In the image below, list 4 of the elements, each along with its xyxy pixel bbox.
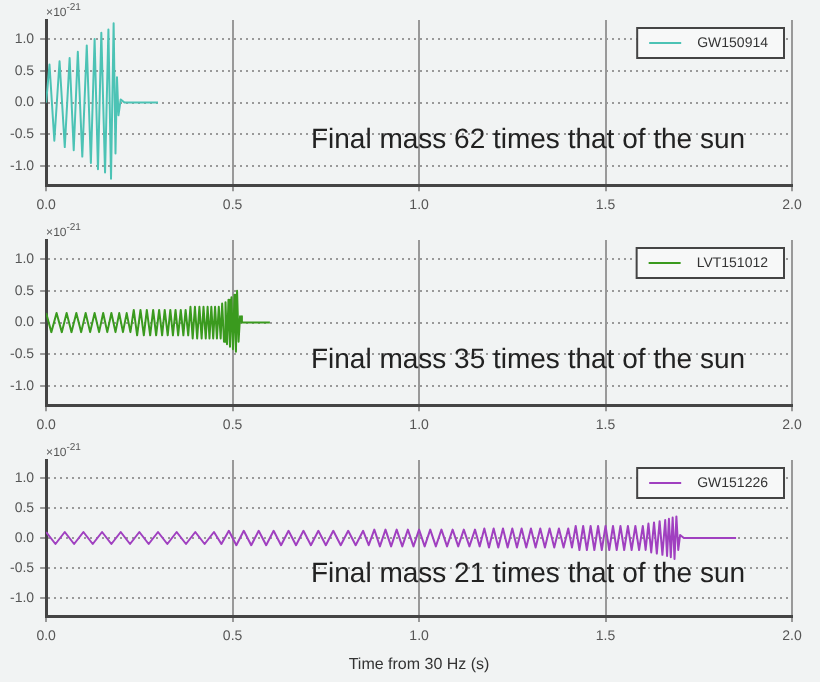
annotation: Final mass 35 times that of the sun [310, 342, 746, 375]
x-axis-title: Time from 30 Hz (s) [348, 654, 491, 673]
annotation: Final mass 62 times that of the sun [310, 122, 746, 155]
annotation: Final mass 21 times that of the sun [310, 555, 746, 588]
